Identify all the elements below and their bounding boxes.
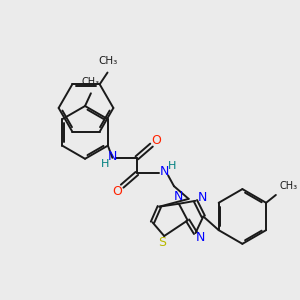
Text: S: S <box>158 236 166 249</box>
Text: CH₃: CH₃ <box>99 56 118 66</box>
Text: N: N <box>160 165 169 178</box>
Text: CH₃: CH₃ <box>280 181 298 191</box>
Text: N: N <box>198 191 207 204</box>
Text: N: N <box>174 190 184 203</box>
Text: N: N <box>108 150 117 163</box>
Text: CH₃: CH₃ <box>82 77 100 87</box>
Text: H: H <box>168 160 176 171</box>
Text: N: N <box>196 232 205 244</box>
Text: O: O <box>112 184 122 197</box>
Text: O: O <box>152 134 161 147</box>
Text: H: H <box>101 159 110 169</box>
